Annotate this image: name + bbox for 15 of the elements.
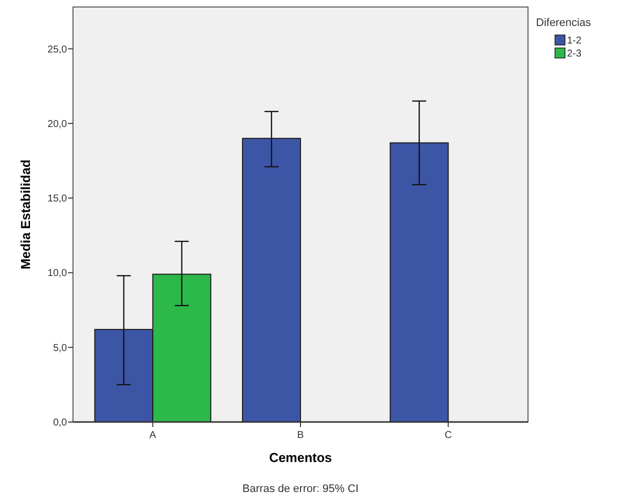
y-tick-label: 15,0 bbox=[48, 194, 68, 205]
legend-label: 1-2 bbox=[567, 36, 582, 46]
x-tick-label: C bbox=[444, 430, 452, 441]
x-axis-title: Cementos bbox=[269, 450, 332, 465]
y-tick-label: 0,0 bbox=[53, 418, 68, 428]
legend-label: 2-3 bbox=[567, 48, 582, 60]
text: Barras de error: 95% CI bbox=[242, 483, 359, 495]
y-tick-label: 5,0 bbox=[53, 342, 68, 354]
y-tick-label: 25,0 bbox=[48, 44, 68, 56]
x-tick-label: B bbox=[297, 430, 304, 441]
y-tick-label: 20,0 bbox=[48, 118, 68, 130]
y-tick-label: 10,0 bbox=[48, 268, 68, 280]
legend-title: Diferencias bbox=[536, 17, 592, 29]
x-tick-label: A bbox=[149, 430, 156, 441]
y-axis-title: Media Estabilidad bbox=[18, 160, 33, 270]
